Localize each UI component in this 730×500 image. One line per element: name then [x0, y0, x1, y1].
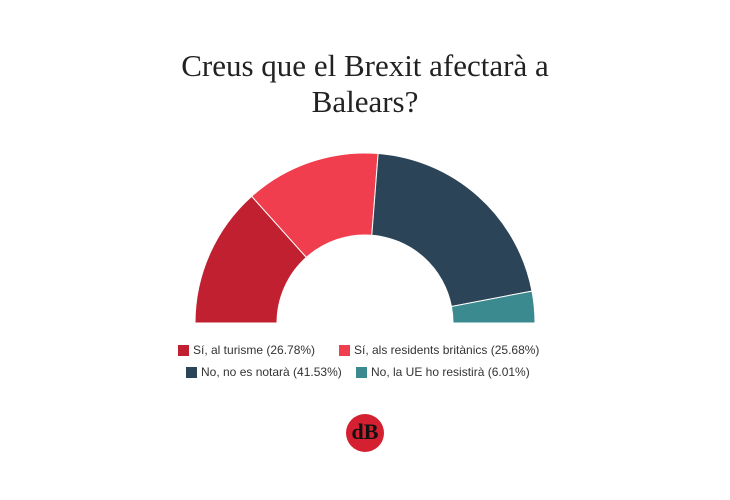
- legend-swatch: [339, 345, 350, 356]
- logo-badge: [346, 414, 384, 452]
- chart-title: Creus que el Brexit afectarà a Balears?: [181, 48, 549, 119]
- legend-swatch: [186, 367, 197, 378]
- legend-label: Sí, als residents britànics (25.68%): [354, 343, 539, 357]
- legend-label: No, no es notarà (41.53%): [201, 365, 342, 379]
- slice: [450, 290, 536, 324]
- legend-swatch: [356, 367, 367, 378]
- slice: [371, 152, 533, 308]
- legend-label: No, la UE ho resistirà (6.01%): [371, 365, 530, 379]
- legend-swatch: [178, 345, 189, 356]
- legend-label: Sí, al turisme (26.78%): [193, 343, 315, 357]
- logo: dB: [352, 419, 379, 444]
